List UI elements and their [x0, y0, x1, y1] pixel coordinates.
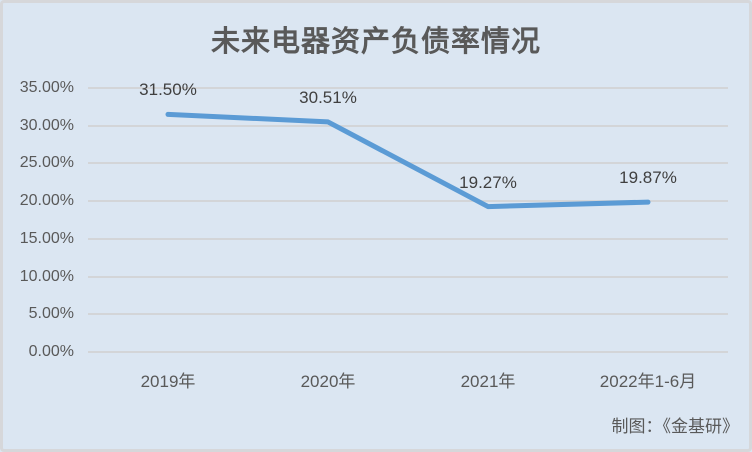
data-point-label: 19.87%	[619, 168, 677, 188]
chart-title: 未来电器资产负债率情况	[210, 26, 541, 58]
gridline	[88, 200, 728, 203]
y-tick-label: 20.00%	[19, 192, 74, 210]
x-tick-label: 2022年1-6月	[599, 372, 697, 391]
data-point-label: 31.50%	[139, 80, 197, 100]
y-tick-label: 0.00%	[28, 343, 74, 360]
gridline	[88, 124, 728, 127]
y-tick-label: 25.00%	[19, 154, 74, 172]
y-tick-label: 15.00%	[19, 229, 74, 247]
gridline	[88, 237, 728, 240]
gridline	[88, 313, 728, 316]
y-tick-label: 10.00%	[19, 267, 74, 285]
x-tick-label: 2021年	[460, 372, 516, 391]
attribution-text: 制图：《金基研》	[611, 417, 740, 436]
y-tick-label: 5.00%	[28, 305, 74, 323]
data-point-label: 30.51%	[299, 87, 357, 107]
x-tick-label: 2019年	[140, 372, 196, 391]
y-tick-label: 35.00%	[19, 79, 74, 96]
data-point-label: 19.27%	[459, 172, 517, 192]
series-line	[165, 111, 651, 210]
y-tick-label: 30.00%	[19, 116, 74, 134]
x-tick-label: 2020年	[300, 372, 356, 391]
gridline	[88, 275, 728, 278]
gridline	[88, 351, 728, 353]
gridline	[88, 87, 728, 89]
